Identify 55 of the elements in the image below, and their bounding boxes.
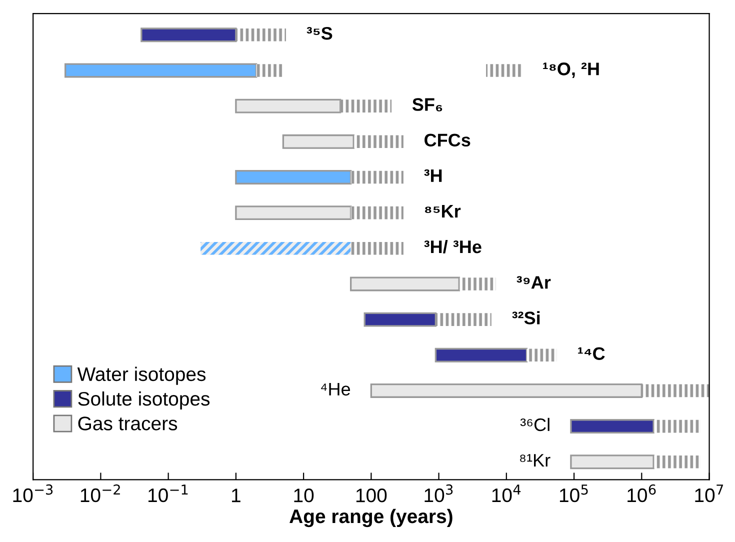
x-tick-label: 100 (356, 488, 387, 502)
y-tick-label: ³⁹Ar (516, 276, 551, 289)
bar (364, 312, 437, 327)
x-tick-label: 10$^{5}$ (560, 484, 588, 502)
bar (350, 170, 404, 184)
bar (340, 100, 392, 112)
y-tick-label: ³H/ ³He (424, 240, 482, 254)
legend-label: Water isotopes (77, 366, 206, 385)
x-axis-title: Age range (years) (290, 508, 452, 528)
y-tick-label: ³⁶Cl (520, 418, 550, 432)
x-tick-label: 10$^{3}$ (424, 484, 453, 502)
y-tick-label: ³²Si (512, 311, 540, 324)
y-tick-label: ⁴He (321, 382, 350, 396)
bar (350, 242, 404, 255)
y-tick-label: ⁸¹Kr (520, 454, 550, 467)
y-tick-label: ¹⁴C (578, 347, 605, 360)
bar (235, 206, 352, 220)
x-tick-label: 10$^{4}$ (492, 484, 521, 502)
bar (350, 276, 460, 292)
bar (235, 170, 352, 184)
bar (200, 242, 351, 255)
bar (654, 455, 701, 468)
bar (370, 383, 642, 398)
bar (64, 63, 258, 78)
x-tick-label: 10$^{−1}$ (148, 484, 188, 502)
x-tick-label: 10$^{−2}$ (80, 484, 120, 502)
bar (570, 419, 654, 434)
x-tick-label: 10$^{6}$ (628, 484, 656, 502)
bar (642, 384, 710, 398)
y-tick-label: ¹⁸O, ²H (543, 62, 599, 78)
bar (526, 348, 558, 362)
x-tick-label: 1 (232, 488, 240, 502)
y-tick-label: ⁸⁵Kr (424, 205, 461, 218)
bar (350, 206, 404, 220)
bar (236, 28, 286, 42)
y-tick-label: CFCs (424, 134, 470, 146)
bar (256, 64, 284, 77)
x-tick-label: 10 (294, 488, 314, 502)
bar (354, 135, 404, 148)
x-tick-label: 10$^{−3}$ (13, 484, 53, 502)
bar (140, 28, 237, 42)
legend-label: Gas tracers (78, 416, 178, 430)
legend-label: Solute isotopes (78, 391, 210, 410)
bar (436, 313, 492, 326)
bar (654, 420, 701, 433)
bar (570, 454, 654, 470)
x-tick-label: 10$^{7}$ (695, 484, 724, 502)
y-tick-label: ³⁵S (306, 26, 332, 40)
y-tick-label: ³H (424, 169, 442, 182)
bar (459, 278, 496, 290)
bar (434, 348, 528, 362)
bar (235, 98, 342, 114)
bar (486, 64, 522, 77)
y-tick-label: SF₆ (412, 98, 442, 112)
bar (282, 134, 354, 149)
